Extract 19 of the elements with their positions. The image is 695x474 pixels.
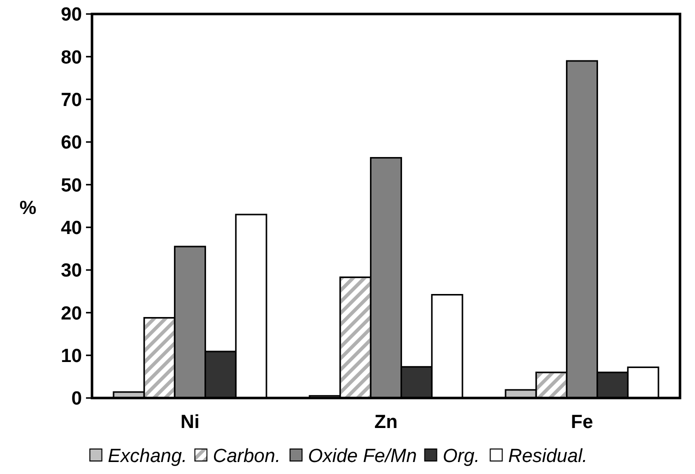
y-tick-label: 60 bbox=[60, 132, 82, 154]
y-tick-label: 30 bbox=[60, 260, 82, 282]
y-tick-label: 80 bbox=[60, 47, 82, 68]
y-axis-title: % bbox=[20, 198, 37, 219]
y-tick-label: 10 bbox=[60, 346, 82, 367]
legend-label: Residual. bbox=[508, 446, 588, 467]
x-tick-label: Fe bbox=[570, 412, 594, 433]
legend-label: Exchang. bbox=[108, 446, 188, 467]
y-tick-label: 0 bbox=[71, 388, 82, 410]
y-tick-label: 40 bbox=[60, 218, 82, 239]
x-tick-label: Zn bbox=[374, 412, 398, 433]
y-tick-label: 70 bbox=[60, 90, 82, 111]
legend-label: Carbon. bbox=[212, 446, 280, 467]
x-tick-label: Ni bbox=[180, 412, 200, 433]
y-tick-label: 50 bbox=[60, 175, 82, 196]
legend-label: Org. bbox=[442, 446, 480, 467]
y-tick-label: 20 bbox=[60, 303, 82, 324]
legend-label: Oxide Fe/Mn bbox=[308, 446, 417, 467]
y-tick-label: 90 bbox=[60, 4, 82, 26]
